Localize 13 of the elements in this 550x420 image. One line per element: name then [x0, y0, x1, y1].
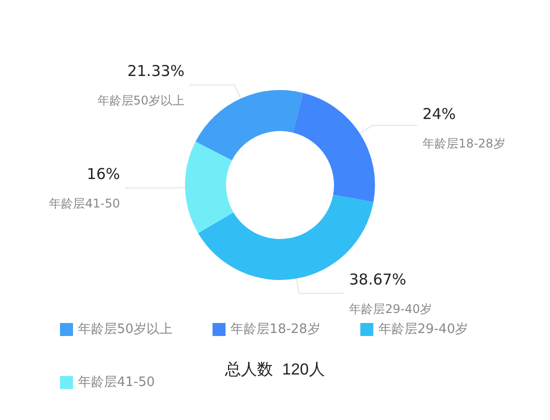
slice-label: 年龄层50岁以上	[97, 93, 185, 108]
legend-label: 年龄层50岁以上	[78, 322, 173, 337]
data-label: 16%	[86, 165, 120, 184]
slice-label: 年龄层18-28岁	[422, 136, 506, 150]
legend-label: 年龄层41-50	[78, 375, 155, 390]
data-label: 38.67%	[349, 270, 406, 288]
text: 总人数 120人	[224, 360, 325, 378]
legend-label: 年龄层18-28岁	[230, 322, 320, 337]
slice-label: 年龄层41-50	[49, 196, 120, 211]
slice-label: 年龄层29-40岁	[349, 302, 432, 316]
legend-label: 年龄层29-40岁	[378, 322, 468, 337]
data-label: 21.33%	[127, 62, 185, 80]
data-label: 24%	[422, 104, 456, 123]
